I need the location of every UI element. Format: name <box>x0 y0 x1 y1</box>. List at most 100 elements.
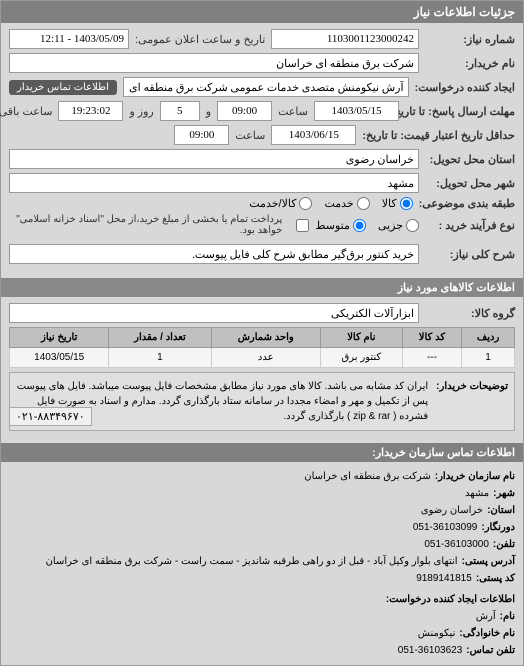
general-desc-input[interactable] <box>9 244 419 264</box>
contact-province-label: استان: <box>487 502 515 519</box>
contact-postal-row: کد پستی: 9189141815 <box>9 570 515 587</box>
cell-date: 1403/05/15 <box>10 348 109 368</box>
radio-medium[interactable]: متوسط <box>315 219 366 232</box>
cell-row: 1 <box>462 348 515 368</box>
lastname-value: نیکومنش <box>418 625 456 642</box>
city-input[interactable] <box>9 173 419 193</box>
row-category: طبقه بندی موضوعی: کالا خدمت کالا/خدمت <box>9 197 515 210</box>
purchase-type-label: نوع فرآیند خرید : <box>425 219 515 232</box>
page-title: جزئیات اطلاعات نیاز <box>1 1 523 23</box>
buyer-label: نام خریدار: <box>425 57 515 70</box>
col-unit: واحد شمارش <box>211 328 320 348</box>
lastname-label: نام خانوادگی: <box>459 625 515 642</box>
contact-city-row: شهر: مشهد <box>9 485 515 502</box>
org-label: نام سازمان خریدار: <box>435 468 515 485</box>
address-label: آدرس پستی: <box>462 553 515 570</box>
buyer-input[interactable] <box>9 53 419 73</box>
deadline-label: مهلت ارسال پاسخ: تا تاریخ: <box>405 105 515 118</box>
postal-label: کد پستی: <box>476 570 515 587</box>
announce-datetime-input[interactable] <box>9 29 129 49</box>
desc-label: توضیحات خریدار: <box>436 379 508 424</box>
col-row: ردیف <box>462 328 515 348</box>
contact-fax-row: دورنگار: 051-36103099 <box>9 519 515 536</box>
requester-section-header: اطلاعات ایجاد کننده درخواست: <box>386 591 515 608</box>
radio-service[interactable]: خدمت <box>324 197 369 210</box>
support-phone-box: ۰۲۱-۸۸۳۴۹۶۷۰ <box>9 407 92 426</box>
group-input[interactable] <box>9 303 419 323</box>
row-requester: ایجاد کننده درخواست: اطلاعات تماس خریدار <box>9 77 515 97</box>
table-row[interactable]: 1 --- کنتور برق عدد 1 1403/05/15 <box>10 348 515 368</box>
phone-value: 051-36103000 <box>424 536 489 553</box>
row-deadline: مهلت ارسال پاسخ: تا تاریخ: ساعت و روز و … <box>9 101 515 121</box>
address-value: انتهای بلوار وکیل آباد - قبل از دو راهی … <box>46 553 458 570</box>
radio-partial[interactable]: جزیی <box>378 219 419 232</box>
announce-label: تاریخ و ساعت اعلان عمومی: <box>135 33 265 46</box>
radio-goods[interactable]: کالا <box>382 197 413 210</box>
radio-goods-input[interactable] <box>400 197 413 210</box>
contact-section: نام سازمان خریدار: شرکت برق منطقه ای خرا… <box>1 462 523 665</box>
row-validity: حداقل تاریخ اعتبار قیمت: تا تاریخ: ساعت <box>9 125 515 145</box>
days-remaining-input <box>160 101 200 121</box>
phone-label: تلفن: <box>493 536 515 553</box>
col-code: کد کالا <box>402 328 461 348</box>
purchase-type-radio-group: جزیی متوسط <box>315 219 419 232</box>
radio-both[interactable]: کالا/خدمت <box>249 197 312 210</box>
radio-medium-label: متوسط <box>315 219 350 232</box>
time-label-2: ساعت <box>235 129 265 142</box>
cell-name: کنتور برق <box>320 348 402 368</box>
radio-service-input[interactable] <box>357 197 370 210</box>
province-input[interactable] <box>9 149 419 169</box>
cell-unit: عدد <box>211 348 320 368</box>
validity-date-input[interactable] <box>271 125 356 145</box>
requester-header-row: اطلاعات ایجاد کننده درخواست: <box>9 591 515 608</box>
row-purchase-type: نوع فرآیند خرید : جزیی متوسط پرداخت تمام… <box>9 214 515 236</box>
radio-goods-label: کالا <box>382 197 397 210</box>
contact-info-button[interactable]: اطلاعات تماس خریدار <box>9 80 117 95</box>
general-desc-label: شرح کلی نیاز: <box>425 248 515 261</box>
contact-lastname-row: نام خانوادگی: نیکومنش <box>9 625 515 642</box>
deadline-date-input[interactable] <box>314 101 399 121</box>
contact-header: اطلاعات تماس سازمان خریدار: <box>1 443 523 462</box>
validity-label: حداقل تاریخ اعتبار قیمت: تا تاریخ: <box>362 129 515 142</box>
col-qty: تعداد / مقدار <box>109 328 211 348</box>
contact-address-row: آدرس پستی: انتهای بلوار وکیل آباد - قبل … <box>9 553 515 570</box>
reqphone-label: تلفن تماس: <box>466 642 515 659</box>
days-label: روز و <box>129 105 153 118</box>
request-number-input[interactable] <box>271 29 419 49</box>
contact-phone-row: تلفن: 051-36103000 <box>9 536 515 553</box>
radio-medium-input[interactable] <box>353 219 366 232</box>
col-name: نام کالا <box>320 328 402 348</box>
radio-partial-label: جزیی <box>378 219 403 232</box>
validity-time-input[interactable] <box>174 125 229 145</box>
treasury-checkbox[interactable] <box>296 219 309 232</box>
radio-partial-input[interactable] <box>406 219 419 232</box>
and-label: و <box>206 105 211 118</box>
row-group: گروه کالا: <box>9 303 515 323</box>
city-label: شهر محل تحویل: <box>425 177 515 190</box>
category-radio-group: کالا خدمت کالا/خدمت <box>249 197 412 210</box>
table-header-row: ردیف کد کالا نام کالا واحد شمارش تعداد /… <box>10 328 515 348</box>
requester-label: ایجاد کننده درخواست: <box>415 81 515 94</box>
deadline-time-input[interactable] <box>217 101 272 121</box>
contact-province-row: استان: خراسان رضوی <box>9 502 515 519</box>
province-label: استان محل تحویل: <box>425 153 515 166</box>
radio-both-label: کالا/خدمت <box>249 197 296 210</box>
cell-qty: 1 <box>109 348 211 368</box>
radio-both-input[interactable] <box>299 197 312 210</box>
items-section-title: اطلاعات کالاهای مورد نیاز <box>1 278 523 297</box>
col-date: تاریخ نیاز <box>10 328 109 348</box>
requester-input[interactable] <box>123 77 409 97</box>
contact-reqphone-row: تلفن تماس: 051-36103623 <box>9 642 515 659</box>
time-remaining-input <box>58 101 123 121</box>
contact-org-row: نام سازمان خریدار: شرکت برق منطقه ای خرا… <box>9 468 515 485</box>
time-label-1: ساعت <box>278 105 308 118</box>
row-general-desc: شرح کلی نیاز: <box>9 244 515 264</box>
fax-label: دورنگار: <box>481 519 515 536</box>
name-value: آرش <box>476 608 496 625</box>
postal-value: 9189141815 <box>416 570 472 587</box>
fax-value: 051-36103099 <box>413 519 478 536</box>
cell-code: --- <box>402 348 461 368</box>
row-province: استان محل تحویل: <box>9 149 515 169</box>
row-city: شهر محل تحویل: <box>9 173 515 193</box>
group-label: گروه کالا: <box>425 307 515 320</box>
